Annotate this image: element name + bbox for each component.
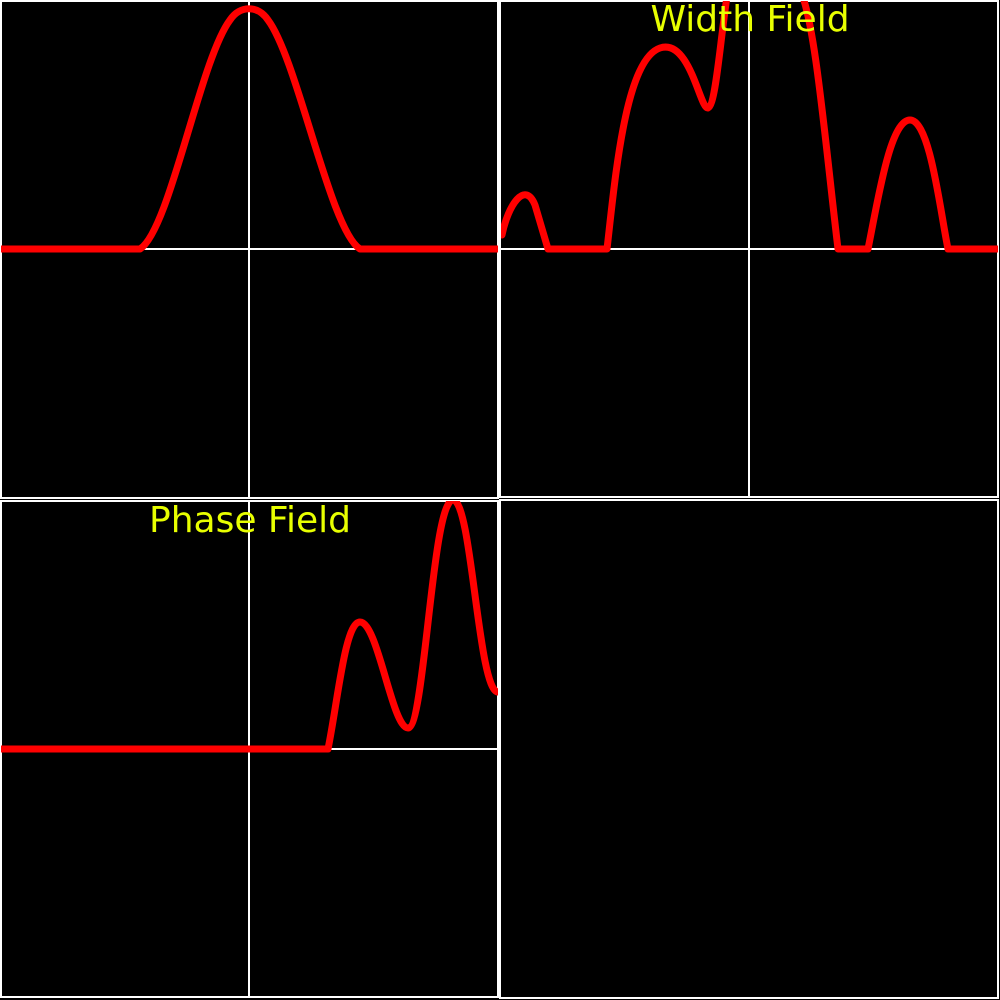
curve: [501, 1, 998, 253]
title: Width Field: [650, 0, 849, 40]
panel-top-left: [0, 0, 499, 499]
curve: [1, 5, 498, 253]
title: Phase Field: [149, 500, 351, 541]
panel-bottom-left: Phase Field: [0, 500, 499, 998]
curve: [1, 501, 498, 753]
panel-bottom-right: [499, 499, 999, 999]
panel-top-right: Width Field: [499, 0, 999, 498]
